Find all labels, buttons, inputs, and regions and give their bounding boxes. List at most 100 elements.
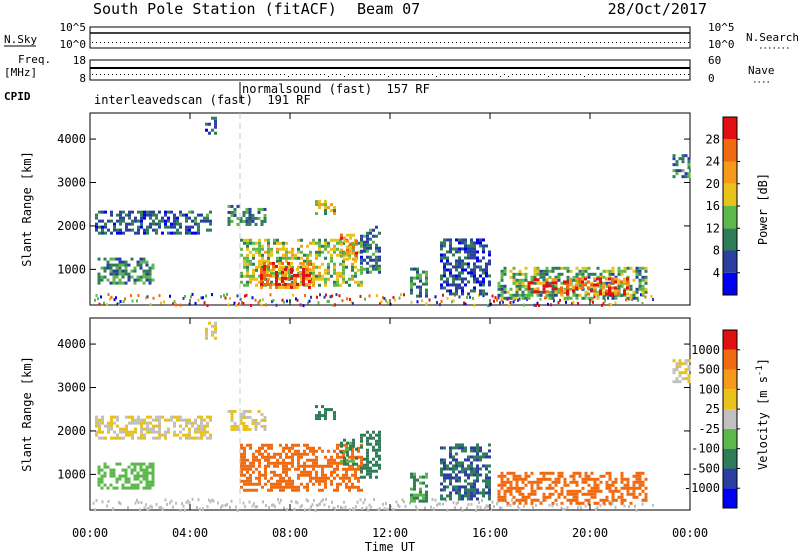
power-data-cell (258, 247, 261, 251)
vel-data-cell (687, 365, 691, 369)
vel-data-cell (158, 433, 161, 437)
power-data-cell (509, 293, 513, 297)
vel-data-cell (496, 502, 498, 506)
vel-data-cell (470, 470, 473, 474)
vel-data-cell (242, 415, 246, 419)
vel-data-cell (306, 452, 309, 456)
power-data-cell (351, 277, 354, 281)
vel-data-cell (133, 468, 137, 472)
vel-data-cell (249, 461, 252, 465)
vel-data-cell (279, 479, 282, 483)
power-data-cell (470, 238, 473, 242)
power-data-cell (617, 287, 621, 291)
power-data-cell (140, 222, 143, 226)
vel-data-cell (575, 495, 579, 499)
vel-data-cell (179, 424, 182, 428)
vel-data-cell (509, 503, 512, 507)
power-data-cell (346, 297, 348, 301)
vel-data-cell (551, 504, 554, 508)
vel-data-cell (270, 488, 273, 492)
nsearch-dot (524, 42, 525, 43)
vel-data-cell (500, 506, 503, 510)
vel-data-cell (158, 506, 161, 510)
power-data-cell (95, 222, 98, 226)
power-data-cell (416, 270, 419, 274)
nsky-ytick-right-top: 10^5 (708, 21, 735, 34)
vel-data-cell (488, 443, 491, 447)
power-data-cell (265, 303, 267, 307)
vel-data-cell (185, 436, 188, 440)
power-data-cell (369, 270, 372, 274)
vel-data-cell (536, 486, 540, 490)
power-data-cell (626, 283, 629, 287)
power-data-cell (675, 169, 679, 173)
power-data-cell (458, 271, 461, 275)
power-data-cell (581, 272, 585, 276)
vel-data-cell (321, 479, 324, 483)
vel-data-cell (473, 482, 476, 486)
power-data-cell (101, 210, 104, 214)
vel-data-cell (378, 457, 381, 461)
vel-data-cell (184, 508, 186, 512)
power-data-cell (261, 253, 264, 257)
vel-data-cell (316, 503, 318, 507)
vel-data-cell (294, 488, 297, 492)
vel-data-cell (288, 479, 291, 483)
vel-data-cell (139, 474, 143, 478)
power-data-cell (267, 259, 270, 263)
vel-data-cell (461, 467, 464, 471)
power-data-cell (257, 207, 261, 211)
time-tick-label: 12:00 (372, 526, 408, 540)
vel-data-cell (282, 446, 285, 450)
power-data-cell (342, 271, 345, 275)
power-data-cell (240, 253, 243, 257)
vel-data-cell (632, 480, 636, 484)
vel-data-cell (485, 482, 488, 486)
nsearch-dot (608, 42, 609, 43)
vel-data-cell (200, 424, 203, 428)
vel-data-cell (258, 476, 261, 480)
power-data-cell (641, 275, 645, 279)
vel-data-cell (548, 471, 552, 475)
vel-data-cell (330, 458, 333, 462)
power-data-cell (410, 282, 413, 286)
power-data-cell (288, 271, 291, 275)
vel-data-cell (309, 449, 312, 453)
vel-data-cell (260, 418, 264, 422)
power-data-cell (128, 228, 131, 232)
vel-data-cell (410, 472, 413, 476)
power-data-cell (252, 277, 255, 281)
nave-dot (676, 74, 677, 75)
vel-data-cell (262, 500, 264, 504)
vel-data-cell (431, 497, 434, 501)
power-data-cell (602, 286, 605, 290)
power-data-cell (315, 212, 318, 216)
vel-data-cell (181, 502, 183, 506)
vel-data-cell (458, 461, 461, 465)
power-data-cell (110, 210, 113, 214)
power-data-cell (502, 300, 504, 304)
power-data-cell (327, 265, 330, 269)
vel-data-cell (557, 480, 561, 484)
vel-data-cell (303, 467, 306, 471)
vel-data-cell (614, 480, 618, 484)
vel-data-cell (476, 476, 479, 480)
power-data-cell (315, 203, 318, 207)
time-tick-label: 08:00 (272, 526, 308, 540)
power-data-cell (479, 238, 482, 242)
nave-dot (268, 74, 269, 75)
power-data-cell (620, 280, 623, 284)
vel-data-cell (167, 418, 170, 422)
vel-data-cell (422, 475, 425, 479)
vel-data-cell (372, 445, 375, 449)
power-data-cell (179, 213, 182, 217)
power-data-cell (617, 284, 621, 288)
power-data-cell (305, 273, 308, 277)
power-data-cell (626, 286, 629, 290)
power-data-cell (324, 268, 327, 272)
vel-data-cell (455, 488, 458, 492)
vel-data-cell (449, 449, 452, 453)
power-data-cell (461, 271, 464, 275)
power-data-cell (638, 278, 642, 282)
vel-data-cell (101, 421, 104, 425)
